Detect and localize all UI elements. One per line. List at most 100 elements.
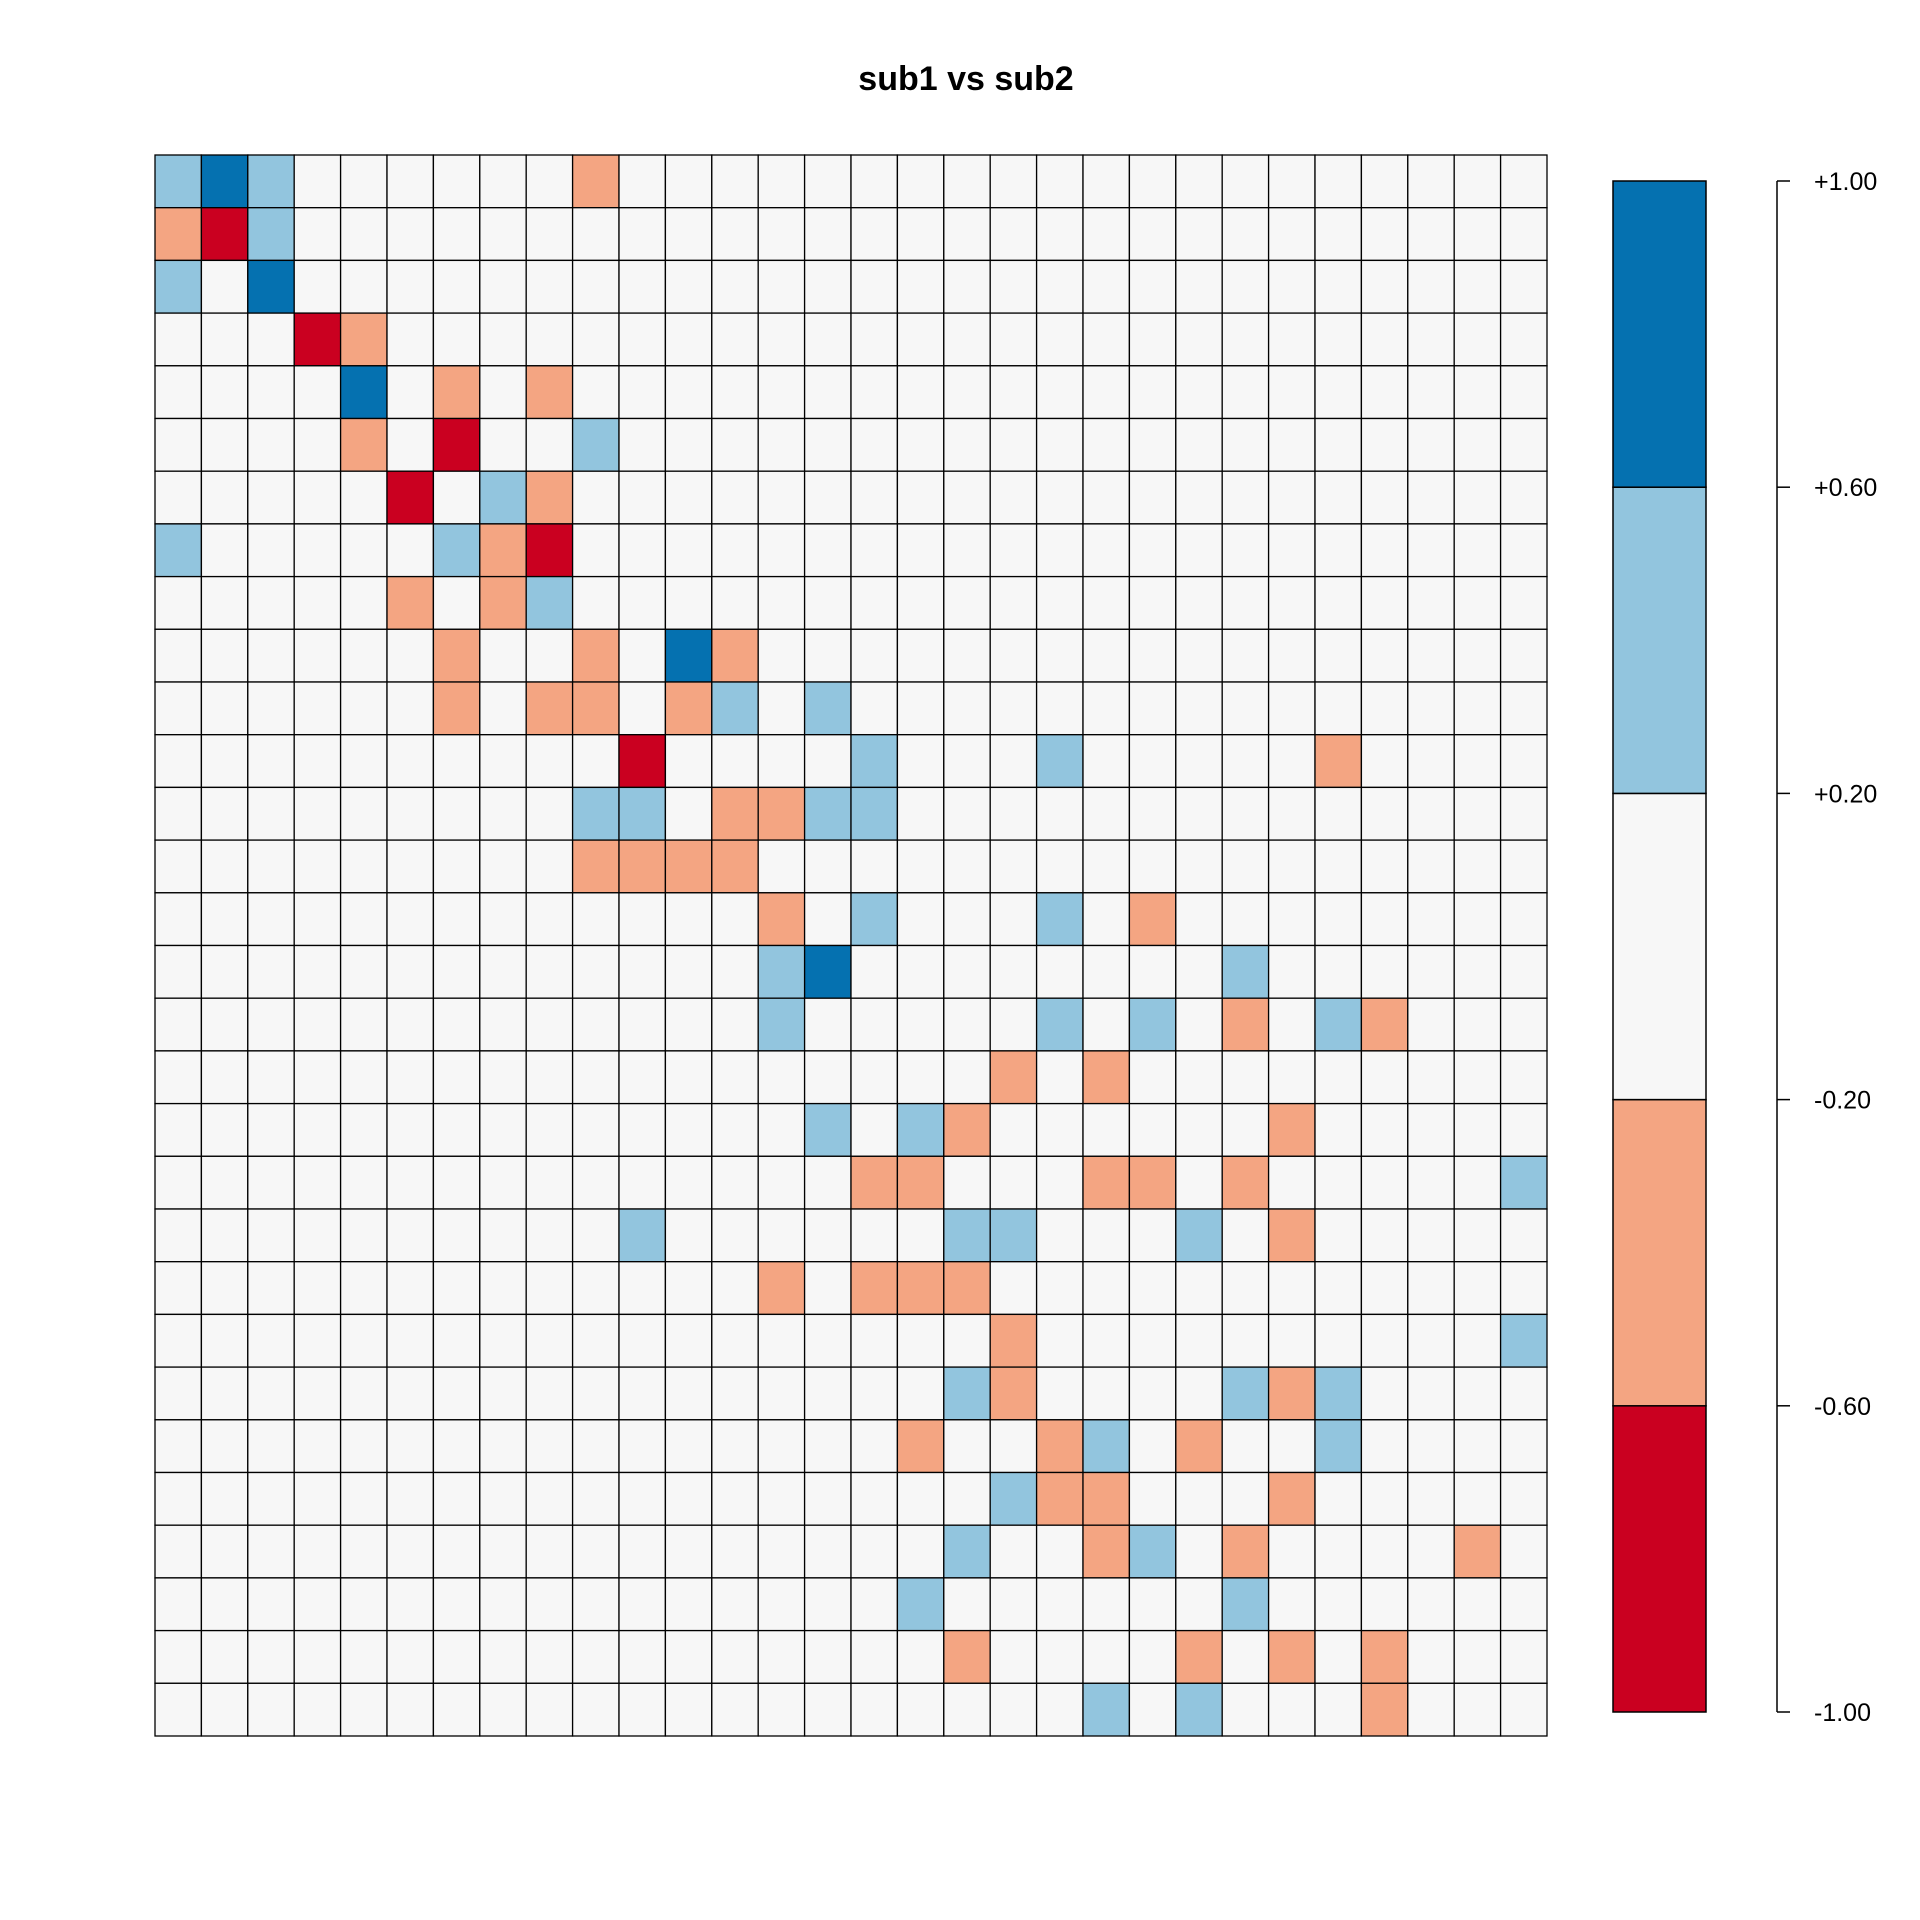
heatmap-cell: [525, 575, 574, 630]
heatmap-cell: [1267, 944, 1316, 999]
heatmap-cell: [386, 944, 435, 999]
heatmap-cell: [618, 1419, 667, 1474]
heatmap-cell: [1407, 1313, 1455, 1368]
heatmap-cell: [1453, 628, 1502, 683]
heatmap-cell: [1453, 1524, 1502, 1579]
heatmap-cell: [850, 154, 899, 209]
heatmap-cell: [1453, 1419, 1502, 1474]
heatmap-cell: [896, 681, 945, 736]
heatmap-cell: [1360, 1050, 1409, 1105]
heatmap-cell: [293, 892, 342, 947]
heatmap-cell: [386, 523, 435, 578]
heatmap-cell: [1407, 839, 1455, 894]
heatmap-cell: [1128, 1313, 1177, 1368]
heatmap-cell: [618, 1682, 667, 1737]
heatmap-cell: [1314, 786, 1363, 841]
heatmap-cell: [339, 1102, 388, 1157]
heatmap-cell: [1453, 1577, 1502, 1632]
heatmap-cell: [1082, 523, 1131, 578]
heatmap-cell: [1360, 786, 1409, 841]
heatmap-cell: [1407, 1208, 1455, 1263]
heatmap-cell: [1314, 681, 1363, 736]
heatmap-cell: [1407, 1366, 1455, 1421]
heatmap-cell: [571, 681, 620, 736]
heatmap-cell: [386, 417, 435, 472]
heatmap-cell: [293, 681, 342, 736]
heatmap-cell: [247, 523, 295, 578]
heatmap-cell: [247, 681, 295, 736]
heatmap-cell: [757, 1102, 806, 1157]
heatmap-cell: [943, 1419, 991, 1474]
heatmap-cell: [1082, 1419, 1131, 1474]
heatmap-cell: [1314, 1313, 1363, 1368]
heatmap-cell: [850, 259, 899, 314]
heatmap-cell: [1082, 839, 1131, 894]
heatmap-cell: [1267, 681, 1316, 736]
heatmap-cell: [1221, 575, 1270, 630]
heatmap-cell: [432, 1577, 481, 1632]
heatmap-cell: [896, 1419, 945, 1474]
heatmap-cell: [1221, 997, 1270, 1052]
heatmap-cell: [1360, 365, 1409, 420]
heatmap-cell: [1453, 1471, 1502, 1526]
heatmap-cell: [1221, 1419, 1270, 1474]
heatmap-cell: [1128, 1524, 1177, 1579]
heatmap-cell: [1360, 312, 1409, 367]
heatmap-cell: [1175, 1682, 1223, 1737]
heatmap-cell: [1499, 786, 1548, 841]
heatmap-cell: [1082, 1208, 1131, 1263]
heatmap-cell: [293, 786, 342, 841]
heatmap-cell: [711, 1577, 759, 1632]
heatmap-cell: [711, 365, 759, 420]
heatmap-cell: [989, 1102, 1038, 1157]
heatmap-cell: [757, 312, 806, 367]
heatmap-cell: [386, 365, 435, 420]
heatmap-cell: [154, 575, 203, 630]
heatmap-cell: [432, 575, 481, 630]
heatmap-cell: [803, 1050, 852, 1105]
heatmap-cell: [943, 417, 991, 472]
heatmap-cell: [339, 365, 388, 420]
heatmap-cell: [1407, 575, 1455, 630]
heatmap-cell: [1221, 1577, 1270, 1632]
heatmap-cell: [571, 892, 620, 947]
heatmap-cell: [432, 1313, 481, 1368]
heatmap-cell: [386, 1629, 435, 1684]
heatmap-cell: [757, 1155, 806, 1210]
heatmap-cell: [850, 786, 899, 841]
heatmap-cell: [803, 1419, 852, 1474]
heatmap-cell: [525, 1419, 574, 1474]
heatmap-cell: [850, 1155, 899, 1210]
heatmap-cell: [525, 1577, 574, 1632]
heatmap-cell: [711, 1313, 759, 1368]
heatmap-cell: [1314, 154, 1363, 209]
heatmap-cell: [1175, 681, 1223, 736]
heatmap-cell: [339, 1629, 388, 1684]
heatmap-cell: [1128, 892, 1177, 947]
heatmap-cell: [200, 523, 249, 578]
heatmap-cell: [757, 259, 806, 314]
heatmap-cell: [525, 1261, 574, 1316]
heatmap-cell: [386, 575, 435, 630]
colorbar: [1612, 180, 1707, 1713]
heatmap-cell: [803, 1682, 852, 1737]
heatmap-cell: [618, 892, 667, 947]
heatmap-cell: [1453, 523, 1502, 578]
heatmap-cell: [293, 1471, 342, 1526]
heatmap-cell: [943, 1261, 991, 1316]
heatmap-cell: [571, 1366, 620, 1421]
heatmap-cell: [1407, 1050, 1455, 1105]
heatmap-cell: [803, 1366, 852, 1421]
heatmap-cell: [1360, 944, 1409, 999]
heatmap-cell: [525, 1155, 574, 1210]
heatmap-cell: [339, 1577, 388, 1632]
heatmap-cell: [247, 417, 295, 472]
heatmap-cell: [339, 1471, 388, 1526]
heatmap-cell: [1175, 734, 1223, 789]
heatmap-cell: [571, 1629, 620, 1684]
heatmap-cell: [943, 154, 991, 209]
heatmap-cell: [1453, 259, 1502, 314]
heatmap-cell: [850, 417, 899, 472]
heatmap-cell: [479, 259, 527, 314]
heatmap-cell: [247, 1524, 295, 1579]
